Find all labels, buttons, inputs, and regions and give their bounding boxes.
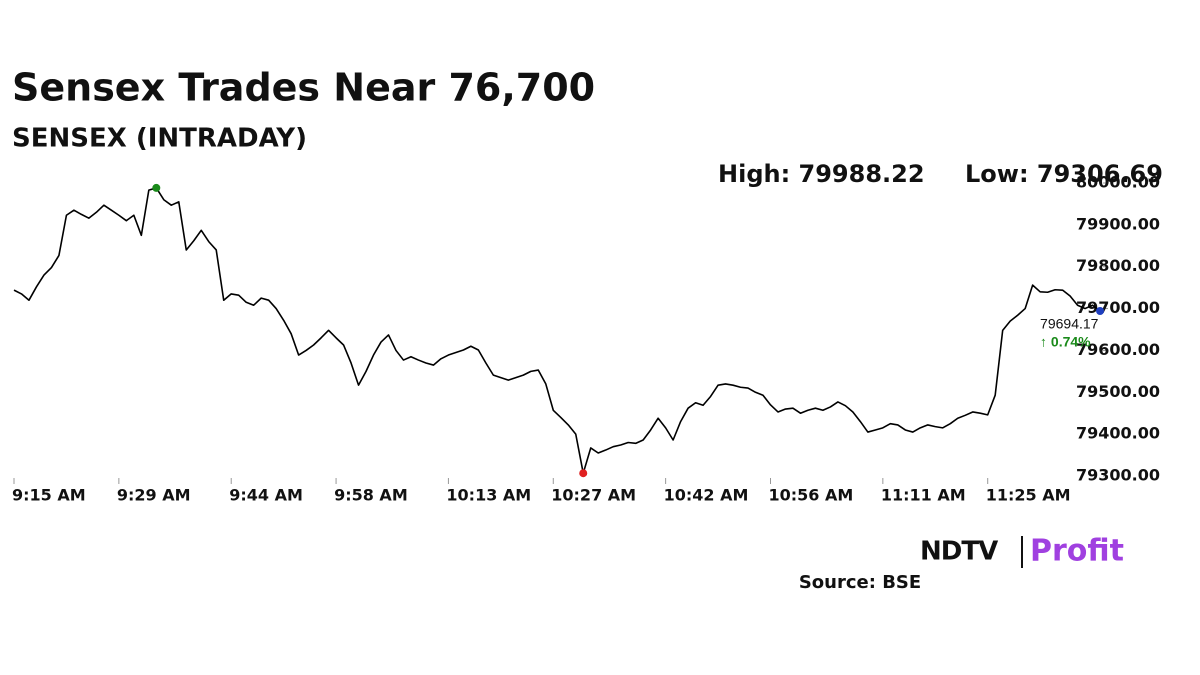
high-marker bbox=[152, 183, 161, 192]
low-marker bbox=[579, 469, 588, 478]
price-line bbox=[13, 187, 1101, 474]
chart-title: Sensex Trades Near 76,700 bbox=[12, 66, 595, 110]
x-tick-label: 9:44 AM bbox=[229, 486, 303, 505]
last-value-label: 79694.17 bbox=[1040, 316, 1099, 332]
y-tick-label: 79500.00 bbox=[1076, 382, 1160, 401]
x-tick-label: 10:42 AM bbox=[664, 486, 749, 505]
x-tick-label: 9:58 AM bbox=[334, 486, 408, 505]
x-tick-label: 10:13 AM bbox=[446, 486, 531, 505]
last-marker bbox=[1096, 307, 1105, 316]
x-tick-label: 11:25 AM bbox=[986, 486, 1071, 505]
y-tick-label: 79400.00 bbox=[1076, 424, 1160, 443]
x-tick-label: 9:29 AM bbox=[117, 486, 191, 505]
x-tick-label: 11:11 AM bbox=[881, 486, 966, 505]
source: Source: BSE bbox=[799, 572, 921, 593]
chart-subtitle: SENSEX (INTRADAY) bbox=[12, 124, 307, 154]
change-label: ↑ 0.74% bbox=[1040, 334, 1091, 350]
brand-profit: Profit bbox=[1030, 534, 1124, 569]
brand-ndtv: NDTV bbox=[920, 537, 998, 567]
high-label: High: 79988.22 bbox=[718, 160, 925, 188]
y-tick-label: 79800.00 bbox=[1076, 256, 1160, 275]
x-tick-label: 10:56 AM bbox=[768, 486, 853, 505]
y-tick-label: 79600.00 bbox=[1076, 340, 1160, 359]
y-tick-label: 80000.00 bbox=[1076, 173, 1160, 192]
x-tick-label: 10:27 AM bbox=[551, 486, 636, 505]
brand-logo: NDTV Profit bbox=[920, 534, 1124, 569]
y-tick-label: 79900.00 bbox=[1076, 214, 1160, 233]
x-tick-label: 9:15 AM bbox=[12, 486, 86, 505]
low-label: Low: 79306.69 bbox=[965, 160, 1163, 188]
y-tick-label: 79300.00 bbox=[1076, 466, 1160, 485]
